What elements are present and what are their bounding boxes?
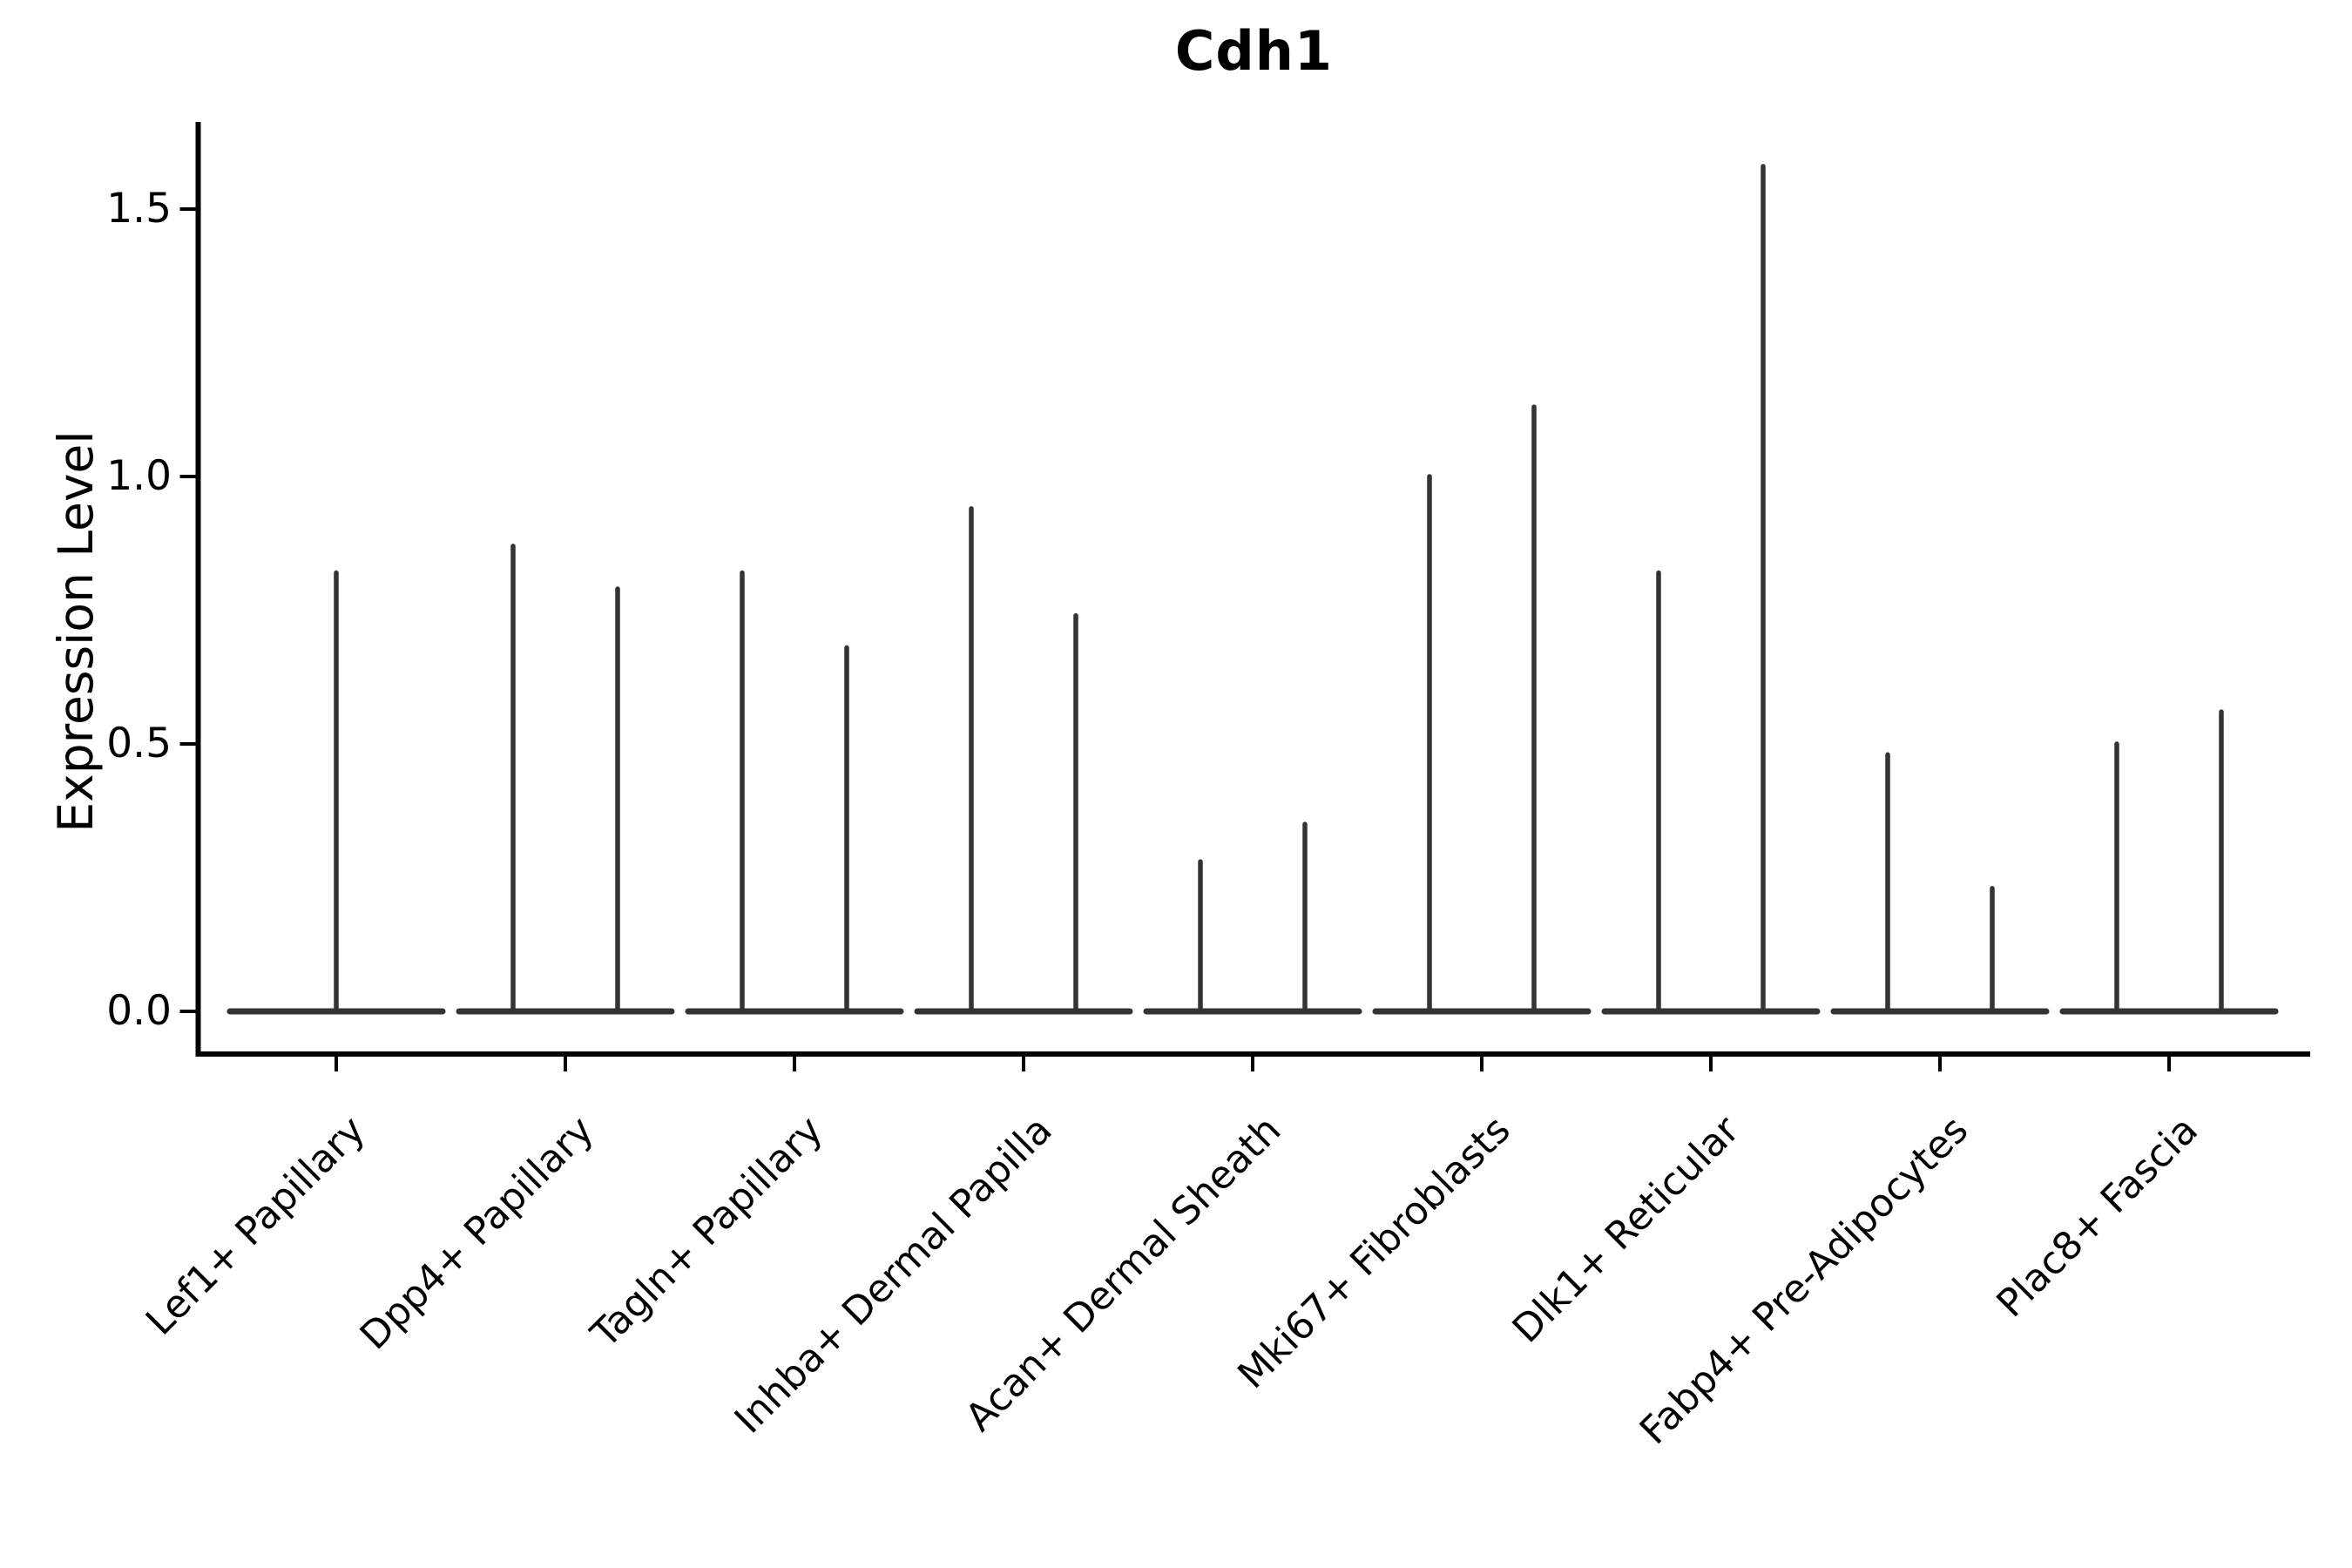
y-tick-label: 0.0 <box>106 987 172 1035</box>
y-tick-label: 1.5 <box>106 185 172 233</box>
y-tick-label: 0.5 <box>106 720 172 767</box>
chart-title: Cdh1 <box>1174 19 1334 83</box>
y-tick-label: 1.0 <box>106 452 172 500</box>
